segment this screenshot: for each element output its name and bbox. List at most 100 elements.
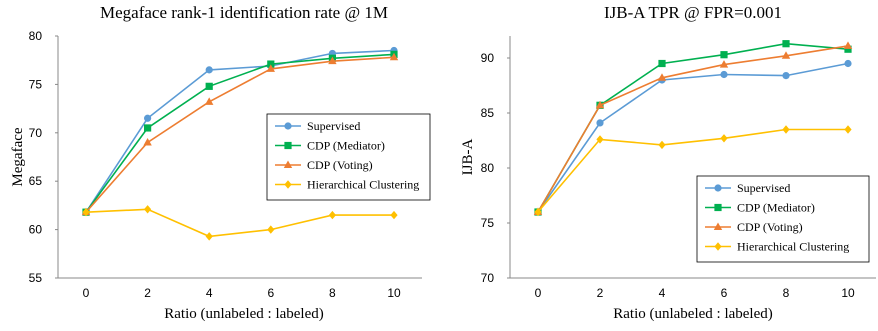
legend-swatch-marker — [714, 242, 722, 251]
data-point — [595, 100, 605, 109]
series-line — [537, 128, 848, 213]
x-axis-label: Ratio (unlabeled : labeled) — [164, 306, 324, 322]
series-line — [537, 45, 849, 213]
data-point — [328, 210, 336, 220]
data-point — [720, 70, 728, 79]
legend-label: Hierarchical Clustering — [307, 178, 419, 192]
y-tick-label: 55 — [29, 271, 43, 285]
legend-label: CDP (Mediator) — [307, 139, 385, 153]
data-point — [144, 114, 152, 122]
legend-label: CDP (Mediator) — [737, 201, 815, 215]
data-point — [266, 64, 275, 72]
y-tick-label: 65 — [29, 174, 43, 188]
data-point — [843, 41, 853, 49]
legend-label: CDP (Voting) — [307, 158, 373, 172]
data-point — [844, 59, 852, 68]
y-tick-label: 70 — [481, 271, 495, 285]
x-tick-label: 4 — [206, 286, 213, 300]
y-axis-label: Megaface — [10, 127, 26, 186]
data-point — [82, 207, 90, 217]
data-point — [205, 232, 213, 241]
x-tick-label: 10 — [387, 286, 401, 300]
y-tick-label: 75 — [29, 77, 43, 91]
y-tick-label: 85 — [481, 106, 495, 120]
legend-label: CDP (Voting) — [737, 220, 803, 234]
chart-title: Megaface rank-1 identification rate @ 1M — [100, 3, 388, 22]
data-point — [205, 97, 214, 105]
legend-swatch-marker — [714, 203, 722, 212]
data-point — [596, 135, 604, 144]
x-tick-label: 10 — [841, 286, 855, 300]
series-line — [85, 49, 395, 213]
legend-item: Hierarchical Clustering — [705, 240, 849, 254]
x-tick-label: 4 — [659, 286, 666, 300]
data-point — [658, 140, 666, 150]
x-tick-label: 2 — [144, 286, 151, 300]
chart-2: IJB-A TPR @ FPR=0.001 70 75 80 85 90 0 2 4 6 8 10 Ra… — [460, 3, 876, 322]
x-tick-label: 0 — [535, 286, 542, 300]
data-point — [782, 40, 790, 48]
data-point — [205, 82, 213, 90]
data-point — [657, 73, 667, 81]
series-line — [85, 53, 395, 213]
data-point — [844, 45, 852, 53]
data-point — [144, 124, 152, 132]
legend-item: CDP (Mediator) — [705, 201, 815, 215]
y-tick-label: 80 — [29, 29, 43, 43]
y-tick-label: 90 — [481, 51, 495, 65]
legend: Supervised CDP (Mediator) CDP (Voting) Hier… — [696, 175, 870, 263]
data-point — [328, 56, 337, 65]
data-point — [389, 52, 399, 61]
legend-swatch-marker — [283, 160, 293, 168]
data-point — [719, 60, 729, 68]
data-point — [782, 125, 790, 134]
y-tick-label: 60 — [29, 223, 43, 237]
data-point — [844, 125, 852, 134]
x-tick-label: 2 — [597, 286, 604, 300]
legend-swatch-marker — [284, 122, 292, 130]
legend-label: Supervised — [737, 181, 790, 195]
legend: Supervised CDP (Mediator) CDP (Voting) Hier… — [266, 113, 431, 201]
y-axis-label: IJB-A — [460, 139, 476, 176]
legend-swatch-marker — [284, 141, 292, 150]
x-tick-label: 8 — [783, 286, 790, 300]
data-point — [596, 119, 604, 127]
data-point — [658, 59, 666, 68]
x-tick-label: 6 — [267, 286, 274, 300]
data-point — [390, 210, 398, 220]
data-point — [205, 66, 213, 74]
legend-item: Supervised — [705, 181, 790, 195]
legend-swatch-marker — [284, 180, 292, 189]
chart-1: Megaface rank-1 identification rate @ 1M… — [10, 3, 431, 322]
legend-item: Supervised — [275, 119, 360, 133]
legend-swatch-marker — [713, 222, 723, 230]
data-point — [782, 72, 790, 80]
data-point — [144, 205, 152, 214]
legend-item: CDP (Mediator) — [275, 139, 385, 153]
series-line — [85, 56, 395, 213]
series-hierarchical-clustering — [534, 125, 852, 217]
y-tick-label: 75 — [481, 216, 495, 230]
legend-box — [266, 113, 431, 201]
series-line — [537, 62, 849, 213]
data-point — [720, 51, 728, 59]
data-point — [267, 60, 275, 68]
legend-box — [696, 175, 870, 263]
legend-item: CDP (Voting) — [705, 220, 803, 234]
legend-item: CDP (Voting) — [275, 158, 373, 172]
data-point — [267, 225, 275, 234]
chart-title: IJB-A TPR @ FPR=0.001 — [604, 3, 782, 22]
legend-item: Hierarchical Clustering — [275, 178, 419, 192]
legend-label: Hierarchical Clustering — [737, 240, 849, 254]
legend-swatch-marker — [714, 184, 722, 192]
data-point — [143, 137, 152, 146]
data-point — [781, 51, 791, 59]
legend-label: Supervised — [307, 119, 360, 133]
x-tick-label: 0 — [83, 286, 90, 300]
x-tick-label: 8 — [329, 286, 336, 300]
y-tick-label: 70 — [29, 126, 43, 140]
data-point — [720, 134, 728, 143]
data-point — [534, 207, 542, 217]
